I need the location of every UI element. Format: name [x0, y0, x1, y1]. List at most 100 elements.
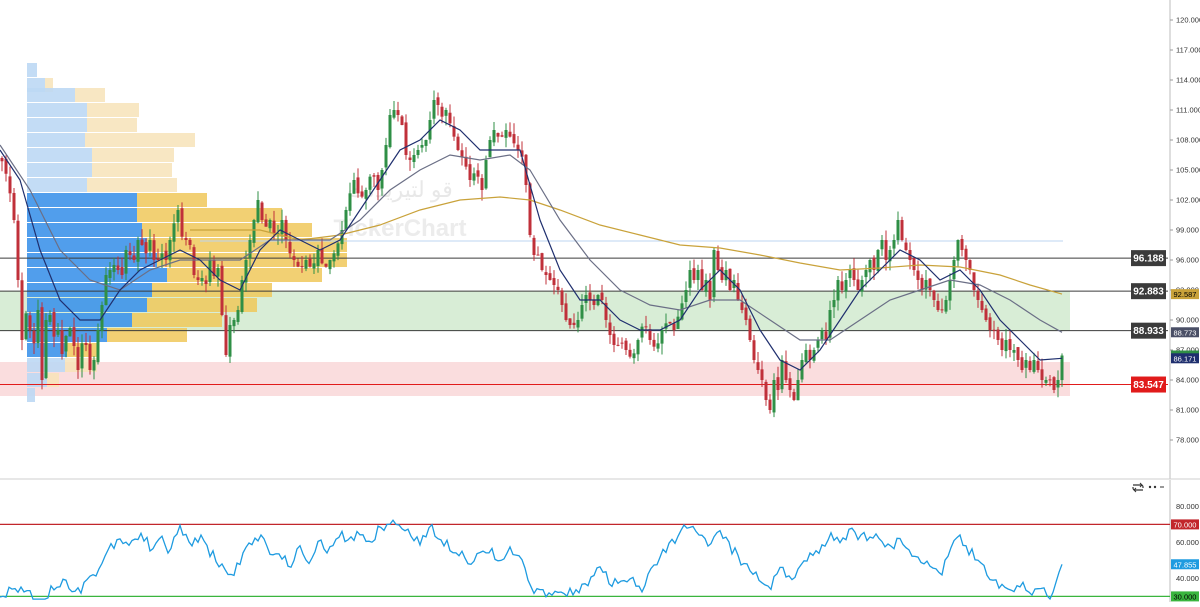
volume-sell-bar — [85, 133, 195, 147]
volume-buy-bar — [27, 388, 35, 402]
more-options-icon[interactable] — [1148, 485, 1157, 489]
candle — [144, 238, 148, 264]
level-tag-box — [1131, 283, 1166, 300]
axis-value-tag: 88.773 — [1171, 327, 1199, 338]
candle-body — [268, 220, 272, 229]
candle — [476, 163, 480, 184]
candle-body — [1044, 380, 1048, 383]
candle-body — [384, 145, 388, 168]
candle-body — [184, 237, 188, 240]
axis-value-tag-box — [1171, 289, 1199, 300]
candle — [832, 289, 836, 319]
candle — [196, 270, 200, 285]
candle-body — [864, 270, 868, 278]
candle — [568, 318, 572, 329]
rsi-tick-label: 60.000 — [1176, 538, 1199, 547]
candle-body — [816, 340, 820, 348]
candle — [452, 116, 456, 141]
candle-body — [200, 278, 204, 282]
candle — [480, 174, 484, 201]
rsi-value-tag-box — [1171, 519, 1199, 530]
candle — [960, 235, 964, 257]
candle-body — [784, 361, 788, 380]
candle-body — [840, 281, 844, 290]
candle — [136, 236, 140, 272]
candle-body — [776, 377, 780, 390]
price-tick-label: 108.000 — [1176, 136, 1200, 145]
candle-body — [1016, 347, 1020, 360]
candle-body — [1028, 360, 1032, 370]
candle-body — [552, 278, 556, 285]
candle-body — [436, 97, 440, 105]
candle-body — [300, 266, 304, 268]
candle — [408, 151, 412, 171]
candle-body — [252, 220, 256, 243]
candle — [388, 109, 392, 149]
candle — [888, 245, 892, 271]
candle-body — [900, 220, 904, 240]
candle-body — [412, 155, 416, 163]
candle — [428, 111, 432, 144]
candle — [760, 360, 764, 388]
candle — [516, 135, 520, 158]
candle — [992, 320, 996, 340]
candle — [296, 258, 300, 268]
candle-body — [356, 177, 360, 194]
candle-body — [212, 259, 216, 276]
candle — [416, 144, 420, 159]
candle — [896, 211, 900, 245]
candle-body — [220, 265, 224, 315]
candle-body — [224, 315, 228, 355]
candle-body — [664, 323, 668, 329]
candle — [576, 311, 580, 333]
level-tag-label: 88.933 — [1133, 326, 1164, 337]
candle-body — [968, 260, 972, 270]
candle — [412, 148, 416, 169]
candle — [924, 270, 928, 299]
candle-body — [44, 320, 48, 379]
candle — [92, 356, 96, 380]
candle — [540, 252, 544, 272]
candle — [520, 141, 524, 165]
candle-body — [36, 310, 40, 344]
candle — [580, 294, 584, 322]
sma-slow-line — [190, 196, 1063, 295]
candle-body — [504, 130, 508, 138]
candle — [764, 379, 768, 406]
candle — [472, 167, 476, 186]
candle-body — [388, 115, 392, 148]
axis-value-tag-label: 88.773 — [1174, 328, 1197, 337]
candle — [180, 202, 184, 241]
rsi-value-tag-label: 70.000 — [1174, 520, 1197, 529]
candle — [696, 264, 700, 290]
rsi-value-tag: 47.855 — [1171, 559, 1199, 570]
candle — [64, 334, 68, 358]
volume-buy-bar — [27, 298, 147, 312]
candle-body — [24, 313, 28, 340]
candle — [1036, 351, 1040, 373]
refresh-icon[interactable] — [1132, 482, 1144, 493]
candle — [756, 351, 760, 374]
candle-body — [936, 300, 940, 310]
level-tag-box — [1131, 250, 1166, 267]
candle — [304, 255, 308, 272]
candle-body — [1056, 380, 1060, 388]
candle-body — [688, 270, 692, 288]
candle-body — [296, 261, 300, 267]
candle-body — [760, 369, 764, 380]
price-tick-label: 87.000 — [1176, 346, 1199, 355]
candle-body — [308, 258, 312, 267]
candle — [556, 278, 560, 295]
rsi-controls[interactable] — [1132, 482, 1164, 493]
candle — [240, 275, 244, 314]
price-tick-label: 84.000 — [1176, 376, 1199, 385]
candle — [236, 305, 240, 325]
candle-body — [620, 342, 624, 344]
level-tag: 88.933 — [1131, 322, 1166, 339]
candle — [736, 273, 740, 302]
candle-body — [180, 208, 184, 237]
candle — [356, 168, 360, 198]
candle — [128, 242, 132, 261]
candle — [420, 138, 424, 153]
